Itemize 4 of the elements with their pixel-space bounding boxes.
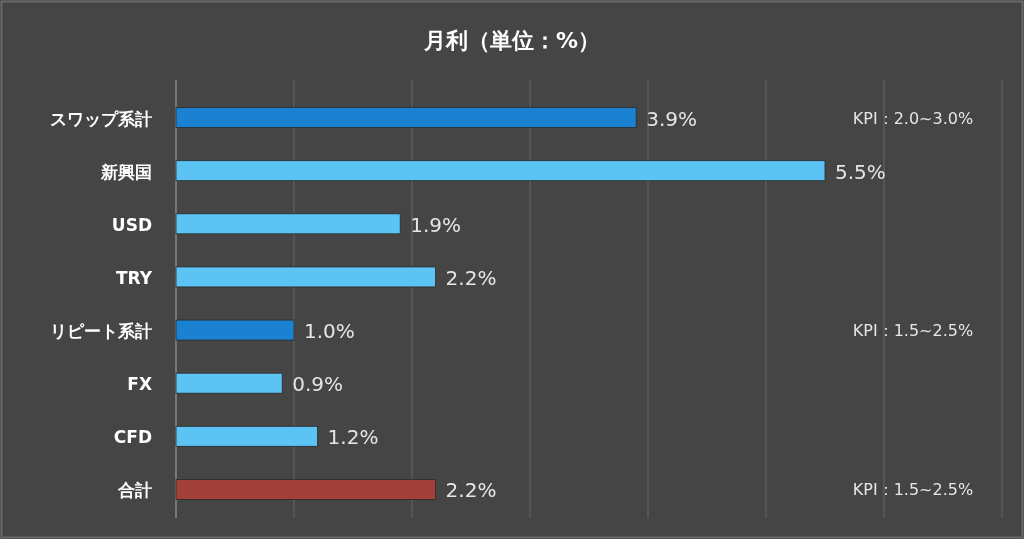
annotation: KPI：1.5~2.5% xyxy=(852,480,974,500)
annotation: KPI：1.5~2.5% xyxy=(852,321,974,341)
annotation: KPI：2.0~3.0% xyxy=(852,108,974,128)
title: 月利（単位：%） xyxy=(424,28,600,53)
